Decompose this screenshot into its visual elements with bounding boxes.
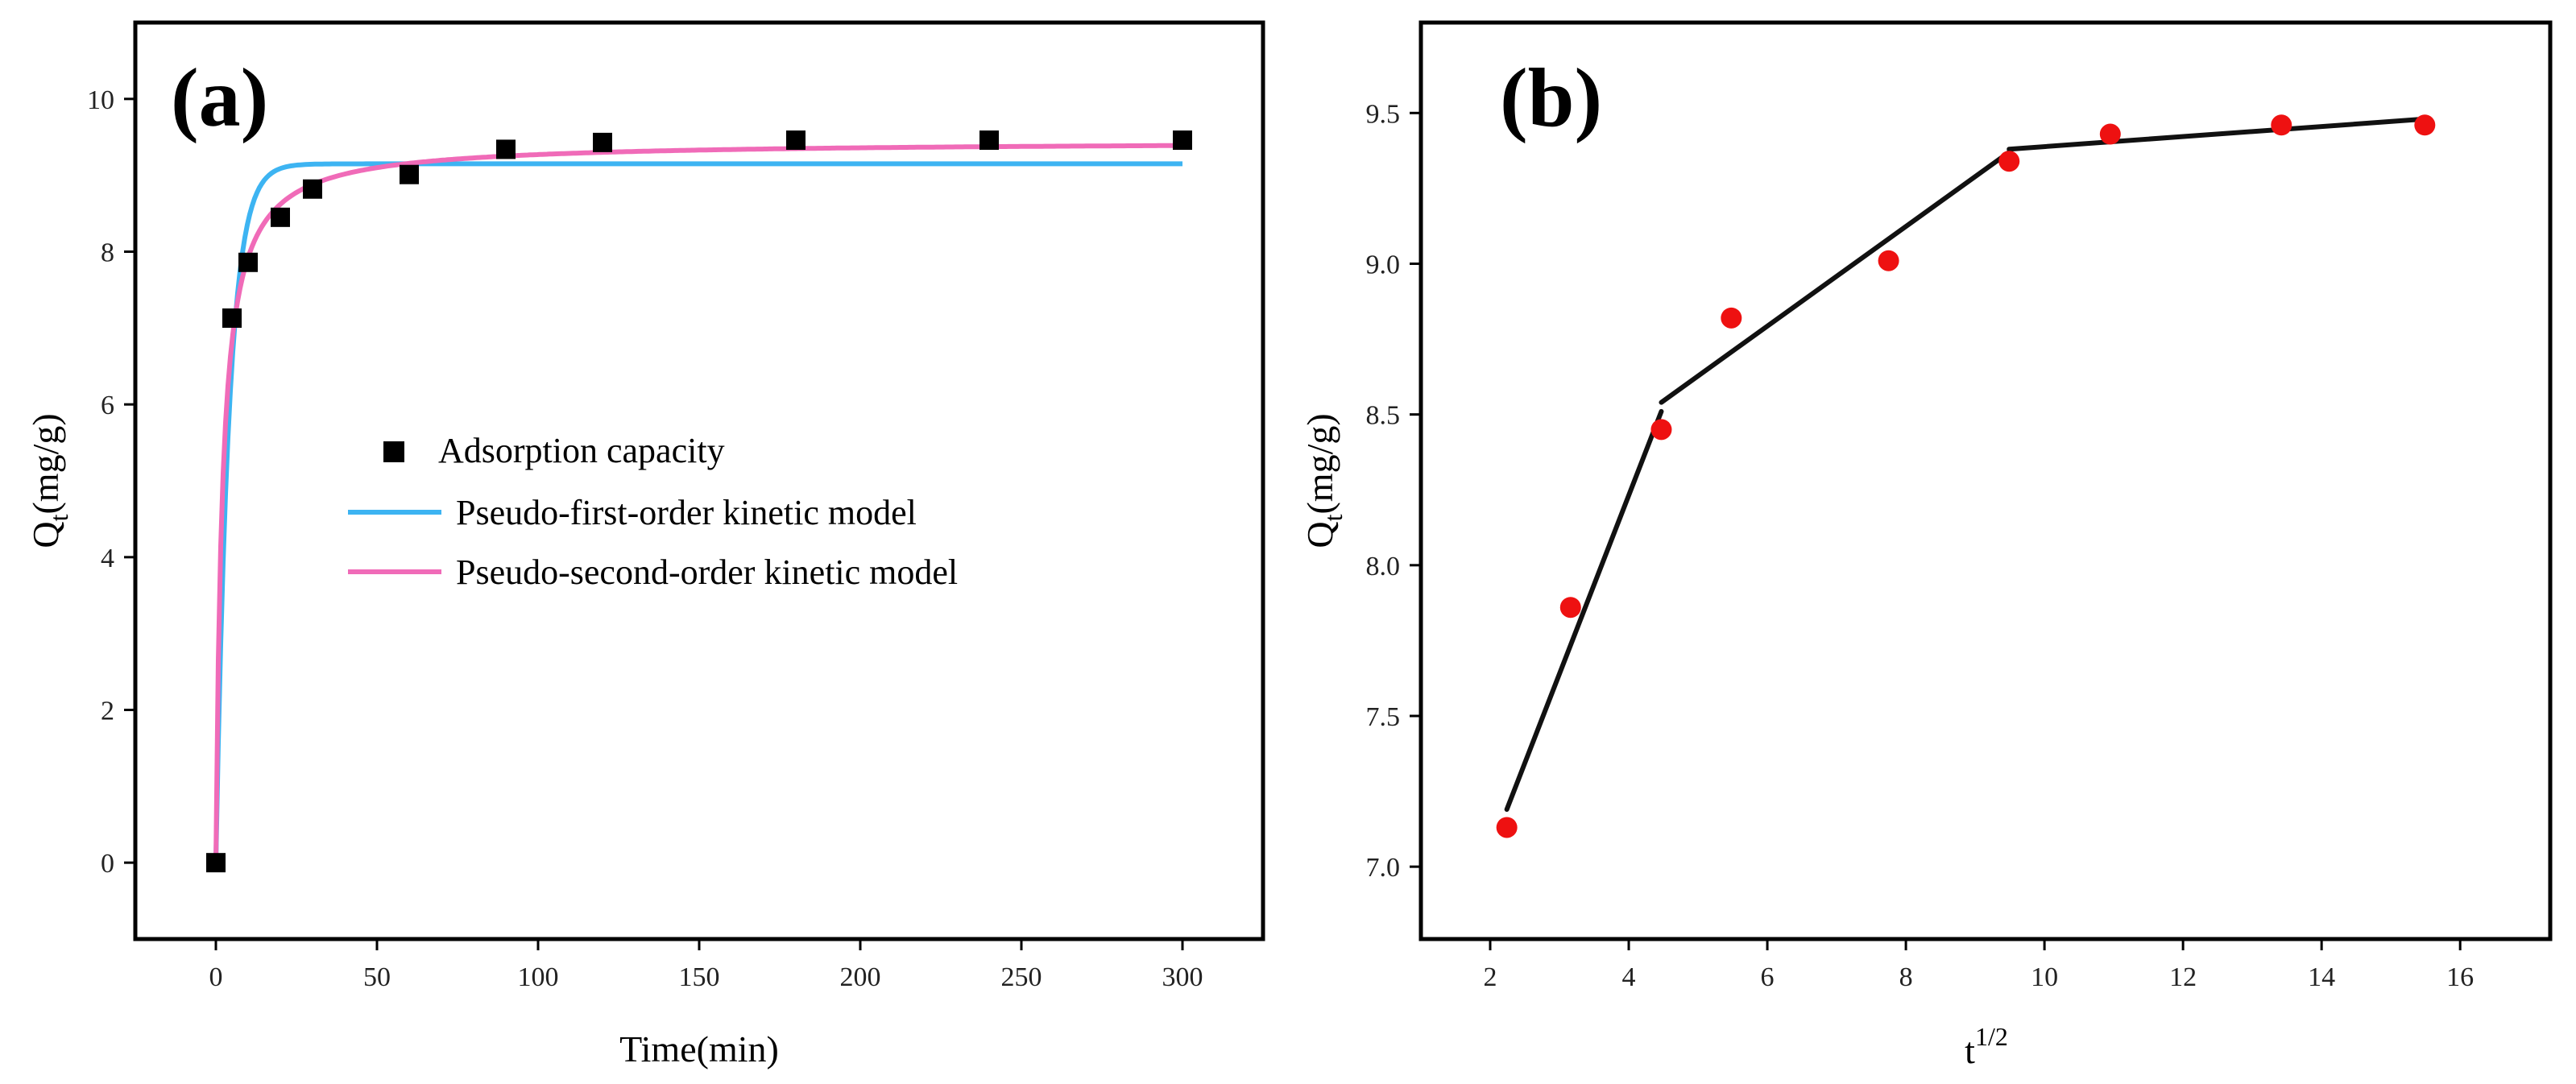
- a-x-tick-label: 300: [1162, 962, 1203, 992]
- a-series-pseudo-first-order-line: [213, 161, 1182, 863]
- panel-b-label: (b): [1500, 52, 1602, 144]
- a-x-tick-label: 50: [363, 962, 391, 992]
- a-y-tick-label: 6: [101, 391, 114, 420]
- a-x-tick-label: 200: [840, 962, 881, 992]
- plot-area-a: [133, 20, 1265, 941]
- panel-a: 0 50 100 150 200 250 300 0 2 4 6 8 10 (a) Qt(mg/g) T…: [25, 20, 1265, 1070]
- legend-a: Adsorption capacity Pseudo-first-order k…: [348, 431, 958, 592]
- b-y-tick-label: 8.0: [1366, 552, 1401, 581]
- b-data-point: [2414, 114, 2436, 136]
- a-y-tick-label: 0: [101, 849, 114, 879]
- panel-a-label: (a): [171, 52, 268, 144]
- a-axis-ticks: 0 50 100 150 200 250 300 0 2 4 6 8 10: [87, 85, 1203, 992]
- b-y-tick-label: 9.5: [1366, 99, 1401, 129]
- b-data-point: [1650, 419, 1672, 441]
- a-data-point: [400, 164, 419, 184]
- a-data-markers: [206, 130, 1192, 873]
- a-y-axis-title: Qt(mg/g): [25, 413, 73, 548]
- b-data-point: [1998, 151, 2020, 172]
- a-data-point: [979, 130, 999, 151]
- b-axis-ticks: 2 4 6 8 10 12 14 16 7.0 7.5 8.0 8.5 9.0 9.5: [1366, 99, 2475, 992]
- a-y-tick-label: 8: [101, 238, 114, 268]
- b-x-axis-title: t1/2: [1965, 1022, 2008, 1071]
- b-fit-segments: [1504, 116, 2428, 813]
- a-data-point: [786, 130, 806, 151]
- a-x-tick-label: 0: [209, 962, 223, 992]
- legend-marker-adsorption-capacity: [383, 441, 404, 462]
- b-data-point: [2271, 114, 2292, 136]
- a-y-tick-label: 10: [87, 85, 114, 115]
- a-x-axis-title: Time(min): [619, 1028, 779, 1070]
- a-data-point: [238, 252, 258, 272]
- b-x-tick-label: 2: [1484, 962, 1497, 992]
- a-data-point: [271, 207, 290, 227]
- b-data-point: [1721, 307, 1742, 329]
- a-x-tick-label: 250: [1001, 962, 1042, 992]
- b-x-tick-label: 14: [2308, 962, 2335, 992]
- a-data-point: [222, 308, 242, 329]
- legend-label-pseudo-first-order: Pseudo-first-order kinetic model: [456, 493, 917, 532]
- b-x-tick-label: 12: [2169, 962, 2197, 992]
- b-data-point: [2099, 123, 2121, 145]
- a-data-point: [303, 179, 322, 199]
- a-data-point: [206, 853, 226, 873]
- a-fit-lines: [213, 143, 1182, 863]
- b-y-tick-label: 8.5: [1366, 401, 1401, 431]
- b-data-point: [1559, 597, 1581, 619]
- legend-label-pseudo-second-order: Pseudo-second-order kinetic model: [456, 552, 958, 592]
- a-x-tick-label: 150: [679, 962, 720, 992]
- a-data-point: [496, 139, 516, 159]
- plot-area-b: [1418, 20, 2553, 941]
- a-x-tick-label: 100: [518, 962, 559, 992]
- b-y-tick-label: 7.0: [1366, 853, 1401, 883]
- b-y-tick-label: 9.0: [1366, 250, 1401, 279]
- a-y-tick-label: 2: [101, 697, 114, 726]
- b-fit-3-line: [2007, 116, 2428, 152]
- a-series-pseudo-second-order-line: [213, 143, 1182, 863]
- b-data-point: [1496, 817, 1518, 838]
- b-data-point: [1878, 250, 1899, 271]
- b-data-markers: [1496, 114, 2436, 838]
- b-y-axis-title: Qt(mg/g): [1299, 413, 1348, 548]
- b-x-tick-label: 16: [2446, 962, 2474, 992]
- b-x-tick-label: 6: [1761, 962, 1775, 992]
- b-fit-2-line: [1659, 149, 2012, 405]
- b-fit-1-line: [1504, 408, 1664, 813]
- b-x-tick-label: 8: [1899, 962, 1913, 992]
- b-y-tick-label: 7.5: [1366, 702, 1401, 732]
- a-data-point: [593, 132, 612, 152]
- b-x-tick-label: 4: [1622, 962, 1636, 992]
- panel-b: 2 4 6 8 10 12 14 16 7.0 7.5 8.0 8.5 9.0 9.5 (b) Qt(mg…: [1299, 20, 2553, 1071]
- a-y-tick-label: 4: [101, 544, 114, 573]
- a-data-point: [1173, 130, 1192, 151]
- legend-label-adsorption-capacity: Adsorption capacity: [438, 431, 725, 470]
- b-x-tick-label: 10: [2031, 962, 2058, 992]
